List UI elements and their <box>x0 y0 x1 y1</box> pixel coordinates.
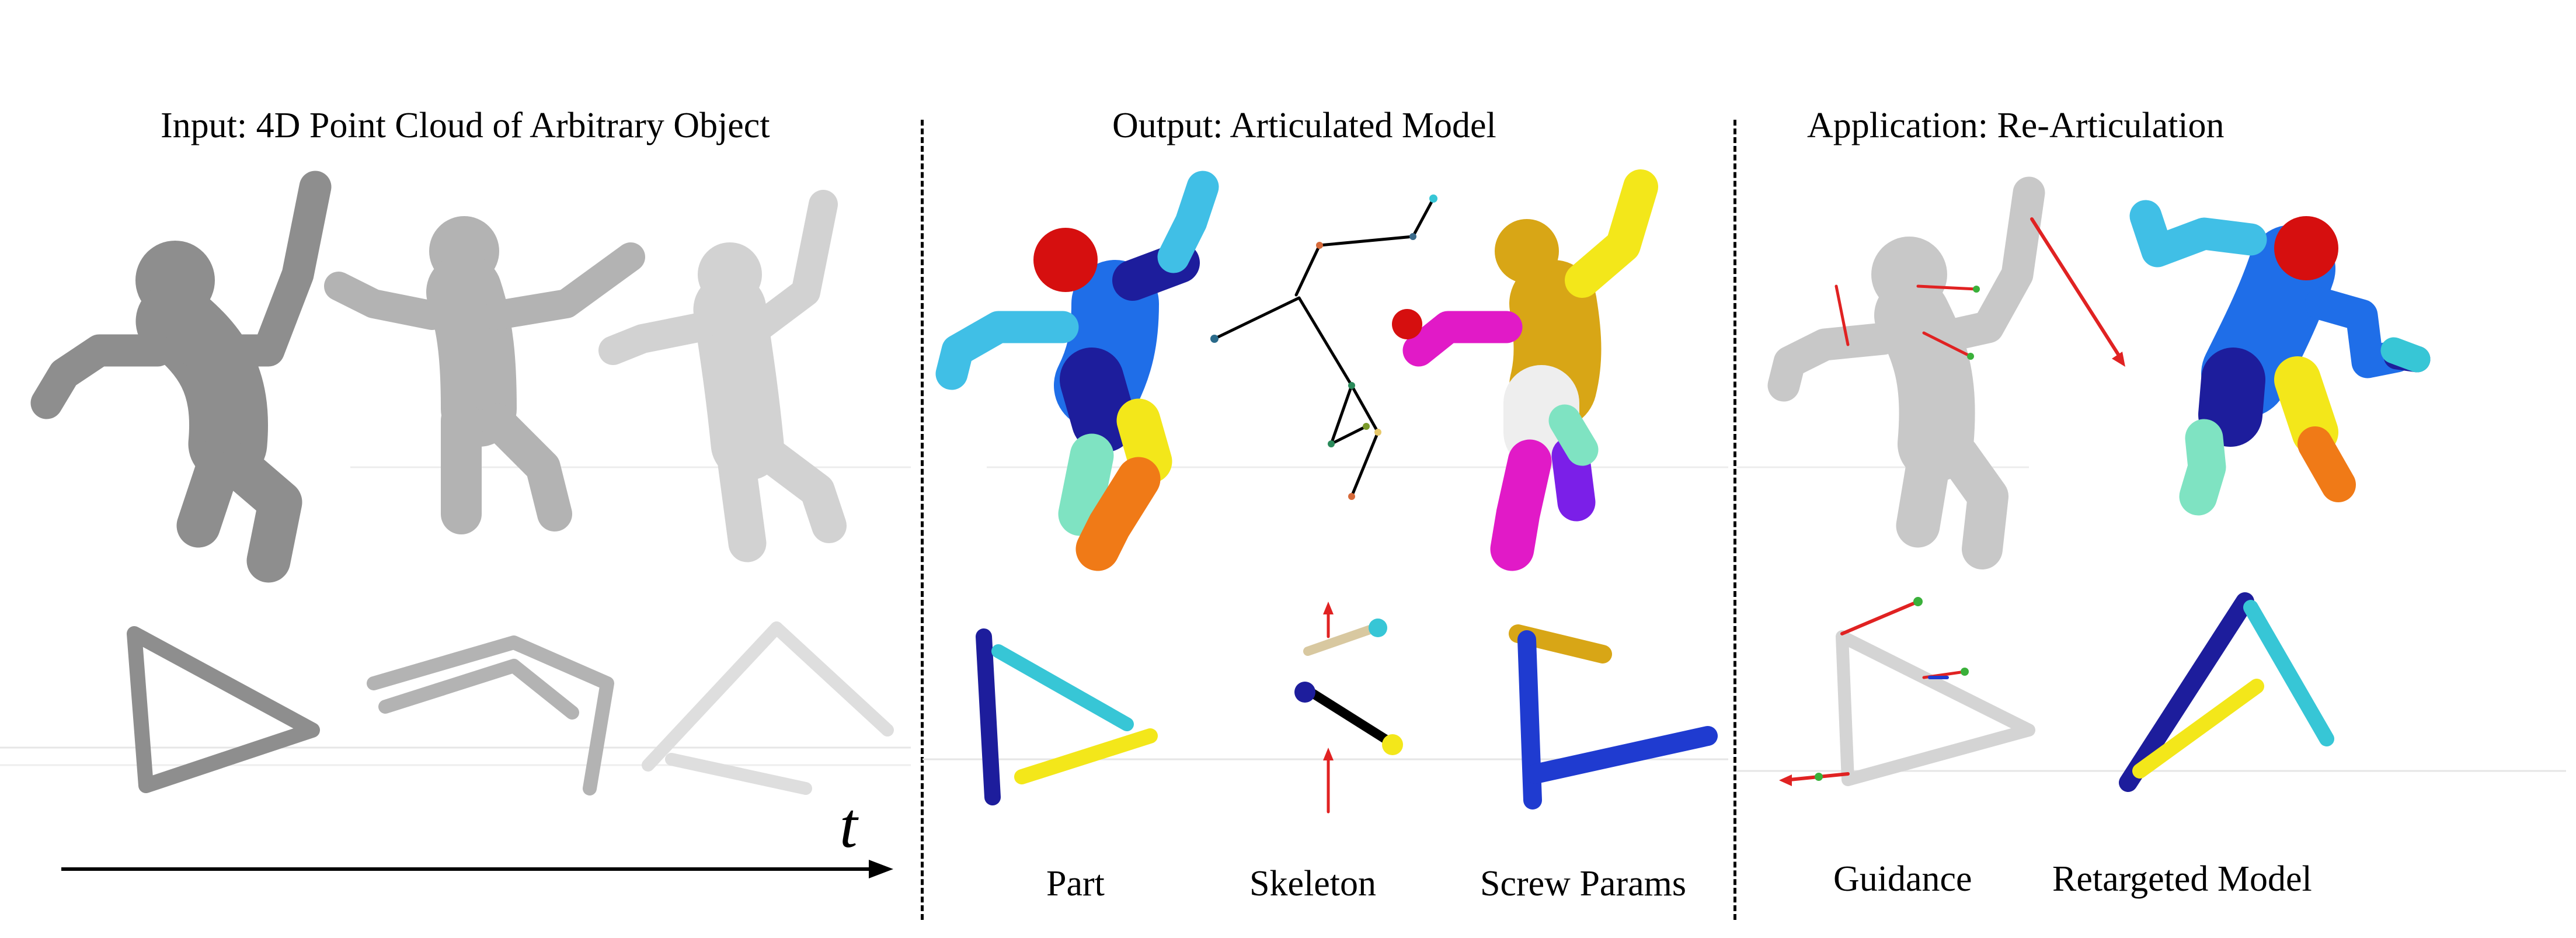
input-heading: Input: 4D Point Cloud of Arbitrary Objec… <box>161 106 770 145</box>
time-axis-arrowhead <box>869 860 893 878</box>
input-triangle-frame-3 <box>642 621 894 795</box>
skeleton-graph <box>1210 194 1437 500</box>
input-dancer-frame-1 <box>30 171 332 583</box>
part-triangle <box>976 628 1158 805</box>
guidance-triangle <box>1836 630 2035 786</box>
guidance-label: Guidance <box>1833 859 1972 899</box>
input-triangle-frame-2 <box>367 635 614 795</box>
retargeted-model-label: Retargeted Model <box>2052 859 2312 899</box>
part-segmented-dancer <box>935 171 1219 571</box>
application-panel <box>1737 176 2566 792</box>
output-heading: Output: Articulated Model <box>1112 106 1496 145</box>
screw-params-dancer <box>1392 169 1658 571</box>
input-triangle-frame-1 <box>127 626 320 793</box>
skeleton-joint-diagram <box>1294 602 1403 814</box>
output-panel <box>923 169 1728 814</box>
part-label: Part <box>1046 864 1105 904</box>
application-heading: Application: Re-Articulation <box>1807 106 2225 145</box>
input-dancer-frame-3 <box>598 190 847 562</box>
retargeted-dancer <box>2129 200 2431 516</box>
input-dancer-frame-2 <box>324 216 645 534</box>
divider-input-output <box>921 120 924 920</box>
guidance-arrows-triangle <box>1779 597 1969 786</box>
skeleton-label: Skeleton <box>1249 864 1376 904</box>
guidance-dancer <box>1767 176 2045 569</box>
time-symbol: t <box>840 790 858 861</box>
guidance-arrows-dancer <box>1834 217 2125 367</box>
retargeted-triangle <box>2119 592 2334 792</box>
input-panel <box>0 171 911 878</box>
screw-params-label: Screw Params <box>1480 864 1686 904</box>
screw-params-triangle <box>1509 624 1718 810</box>
divider-output-application <box>1733 120 1736 920</box>
